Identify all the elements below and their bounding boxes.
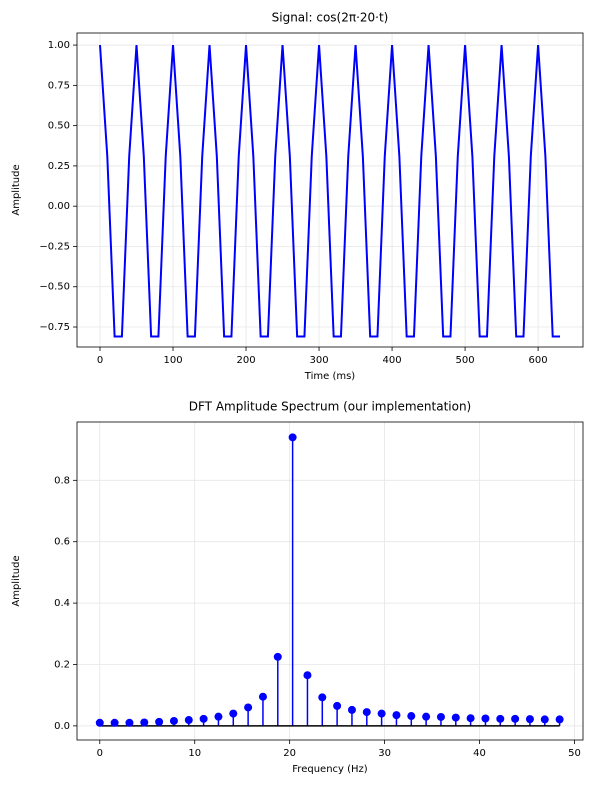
stem-marker [422,712,431,721]
stem-marker [481,714,490,723]
signal-line [99,45,560,338]
y-axis-label: Amplitude [11,555,22,606]
stem-marker [377,709,386,718]
x-tick-label: 400 [383,355,402,366]
y-axis-label: Amplitude [11,164,22,215]
x-tick-label: 500 [456,355,475,366]
x-tick-label: 200 [236,355,255,366]
x-tick-label: 0 [97,355,103,366]
y-tick-label: 0.50 [48,121,70,132]
y-tick-label: 0.4 [54,598,70,609]
axes-frame [76,32,584,348]
x-tick-label: 50 [568,748,581,759]
stem-marker [525,715,534,724]
y-tick-label: 0.6 [54,537,70,548]
stem-marker [140,718,149,727]
y-tick-label: 0.25 [48,161,70,172]
chart-title: Signal: cos(2π·20·t) [272,11,389,25]
y-tick-label: −0.75 [39,322,70,333]
y-tick-label: −0.50 [39,282,70,293]
chart-title: DFT Amplitude Spectrum (our implementati… [189,400,472,414]
x-tick-label: 600 [529,355,548,366]
stem-marker [95,718,104,727]
stem-marker [244,703,253,712]
stem-marker [466,714,475,723]
stem-marker [436,712,445,721]
stem-marker [110,718,119,727]
y-tick-label: 0.75 [48,80,70,91]
x-tick-label: 30 [378,748,391,759]
x-tick-label: 10 [188,748,201,759]
stem-marker [125,718,134,727]
stem-marker [511,714,520,723]
stem-marker [392,711,401,720]
stem-marker [214,712,223,721]
x-tick-label: 20 [283,748,296,759]
stem-marker [303,671,312,680]
y-tick-label: −0.25 [39,241,70,252]
stem-marker [407,712,416,721]
stem-marker [199,714,208,723]
y-tick-label: 0.00 [48,201,70,212]
y-tick-label: 0.0 [54,721,70,732]
x-tick-label: 0 [97,748,103,759]
stem-marker [169,716,178,725]
stem-marker [555,715,564,724]
x-axis-label: Time (ms) [304,371,356,382]
stem-marker [273,652,282,661]
stem-marker [258,692,267,701]
x-tick-label: 40 [473,748,486,759]
y-tick-label: 1.00 [48,40,70,51]
x-tick-label: 300 [310,355,329,366]
stem-marker [229,709,238,718]
stem-marker [155,717,164,726]
stem-marker [540,715,549,724]
x-tick-label: 100 [163,355,182,366]
stem-marker [451,713,460,722]
y-tick-label: 0.2 [54,659,70,670]
axes-frame [76,421,584,741]
stem-marker [318,693,327,702]
stem-marker [184,716,193,725]
stem-marker [333,701,342,710]
stem-marker [496,714,505,723]
stem-marker [288,433,297,442]
x-axis-label: Frequency (Hz) [292,764,368,775]
y-tick-label: 0.8 [54,475,70,486]
stem-marker [347,705,356,714]
stem-marker [362,708,371,717]
